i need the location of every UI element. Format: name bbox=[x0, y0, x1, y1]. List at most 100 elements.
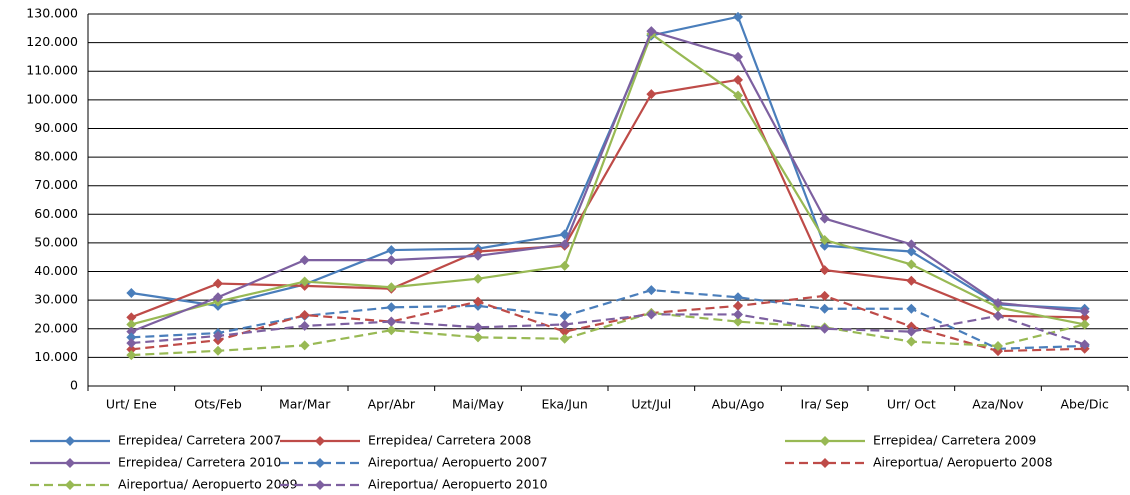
marker bbox=[993, 310, 1003, 321]
legend-label: Aireportua/ Aeropuerto 2008 bbox=[873, 455, 1053, 470]
x-tick-label: Abe/Dic bbox=[1060, 397, 1108, 412]
marker bbox=[733, 11, 743, 22]
marker bbox=[819, 213, 830, 224]
marker bbox=[1079, 339, 1090, 350]
marker bbox=[993, 340, 1003, 351]
marker bbox=[733, 316, 743, 327]
marker bbox=[559, 326, 570, 337]
y-tick-label: 30.000 bbox=[34, 292, 78, 307]
legend-label: Errepidea/ Carretera 2007 bbox=[118, 433, 281, 448]
marker bbox=[906, 239, 917, 250]
marker bbox=[559, 333, 570, 344]
x-tick-label: Urt/ Ene bbox=[106, 397, 157, 412]
y-tick-label: 20.000 bbox=[34, 320, 78, 335]
marker bbox=[819, 303, 830, 314]
marker bbox=[1079, 319, 1090, 330]
legend-marker bbox=[65, 458, 75, 468]
series-line bbox=[131, 294, 1085, 353]
marker bbox=[906, 246, 917, 257]
marker bbox=[126, 326, 137, 337]
y-tick-label: 40.000 bbox=[34, 263, 78, 278]
marker bbox=[906, 326, 917, 337]
marker bbox=[386, 325, 397, 336]
marker bbox=[559, 260, 570, 271]
legend-marker bbox=[65, 436, 75, 446]
marker bbox=[646, 26, 657, 37]
marker bbox=[126, 344, 137, 355]
y-tick-label: 100.000 bbox=[26, 91, 78, 106]
legend-label: Errepidea/ Carretera 2008 bbox=[368, 433, 531, 448]
marker bbox=[819, 235, 830, 246]
marker bbox=[473, 322, 483, 333]
marker bbox=[733, 51, 743, 62]
marker bbox=[126, 332, 137, 343]
y-tick-label: 70.000 bbox=[34, 177, 78, 192]
x-tick-label: Ira/ Sep bbox=[801, 397, 849, 412]
y-tick-label: 80.000 bbox=[34, 149, 78, 164]
marker bbox=[906, 321, 917, 332]
marker bbox=[386, 255, 397, 266]
marker bbox=[646, 309, 657, 320]
marker bbox=[213, 278, 223, 289]
marker bbox=[1079, 306, 1090, 317]
marker bbox=[1079, 312, 1090, 323]
legend-label: Aireportua/ Aeropuerto 2007 bbox=[368, 455, 548, 470]
marker bbox=[733, 90, 743, 101]
marker bbox=[646, 89, 657, 100]
y-tick-label: 90.000 bbox=[34, 120, 78, 135]
series-line bbox=[130, 78, 1085, 319]
x-tick-label: Aza/Nov bbox=[972, 397, 1024, 412]
marker bbox=[733, 309, 743, 320]
legend-label: Aireportua/ Aeropuerto 2009 bbox=[118, 477, 298, 492]
y-tick-label: 0 bbox=[70, 378, 78, 393]
legend-marker bbox=[315, 436, 325, 446]
legend-marker bbox=[820, 458, 830, 468]
marker bbox=[126, 288, 137, 298]
marker bbox=[213, 330, 223, 341]
marker bbox=[993, 298, 1003, 309]
x-tick-label: Mar/Mar bbox=[279, 397, 331, 412]
marker bbox=[733, 74, 743, 85]
marker bbox=[819, 265, 830, 276]
marker bbox=[559, 319, 570, 330]
series-line bbox=[131, 311, 1085, 357]
marker bbox=[473, 296, 483, 307]
marker bbox=[819, 323, 830, 334]
marker bbox=[646, 285, 657, 296]
marker bbox=[906, 259, 917, 270]
marker bbox=[126, 338, 137, 349]
marker bbox=[299, 276, 310, 287]
marker bbox=[733, 292, 743, 303]
legend-marker bbox=[820, 436, 830, 446]
marker bbox=[126, 312, 137, 323]
legend-label: Errepidea/ Carretera 2009 bbox=[873, 433, 1036, 448]
marker bbox=[906, 336, 917, 347]
legend-label: Errepidea/ Carretera 2010 bbox=[118, 455, 281, 470]
legend-marker bbox=[315, 480, 325, 490]
y-tick-label: 60.000 bbox=[34, 206, 78, 221]
x-tick-label: Ots/Feb bbox=[194, 397, 242, 412]
marker bbox=[386, 302, 397, 313]
marker bbox=[993, 346, 1003, 357]
legend-label: Aireportua/ Aeropuerto 2010 bbox=[368, 477, 548, 492]
marker bbox=[213, 345, 223, 356]
marker bbox=[386, 316, 397, 327]
y-tick-label: 110.000 bbox=[26, 63, 78, 78]
legend-marker bbox=[65, 480, 75, 490]
y-tick-label: 120.000 bbox=[26, 34, 78, 49]
series-line bbox=[131, 32, 1085, 326]
x-tick-label: Mai/May bbox=[452, 397, 505, 412]
marker bbox=[733, 300, 743, 311]
marker bbox=[126, 319, 137, 330]
marker bbox=[386, 282, 397, 293]
y-tick-label: 50.000 bbox=[34, 234, 78, 249]
x-tick-label: Apr/Abr bbox=[368, 397, 416, 412]
legend-marker bbox=[315, 458, 325, 468]
marker bbox=[473, 273, 483, 284]
marker bbox=[213, 292, 223, 303]
x-tick-label: Uzt/Jul bbox=[631, 397, 671, 412]
x-tick-label: Abu/Ago bbox=[712, 397, 765, 412]
marker bbox=[386, 245, 397, 256]
marker bbox=[559, 310, 570, 321]
x-tick-label: Urr/ Oct bbox=[887, 397, 936, 412]
